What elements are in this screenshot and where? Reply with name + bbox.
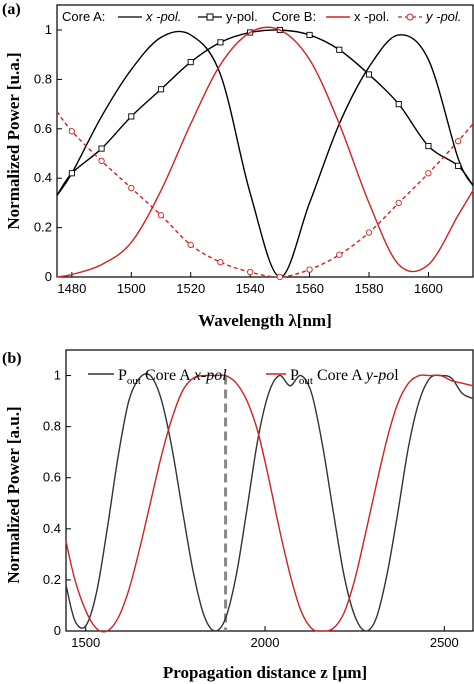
panel-a-xtick-label-6: 1600 <box>414 281 443 296</box>
panel-a-series-3-point-1 <box>68 128 76 135</box>
panel-a-series-1-point-4 <box>157 86 165 93</box>
panel-a-frame <box>56 4 474 278</box>
panel-a-ytick-label-2: 0.4 <box>34 170 52 185</box>
panel-b-ytick-label-3: 0.6 <box>43 470 61 485</box>
panel-a-xtick-label-3: 1540 <box>236 281 265 296</box>
panel-a-series-3-point-7 <box>246 268 254 276</box>
panel-b-xtick-label-0: 1500 <box>71 635 100 650</box>
panel-b-xtick-label-2: 2500 <box>430 635 459 650</box>
panel-a: (a) 1480 1500 1520 1540 1560 1580 1600 0 0.2 0.4 0… <box>2 1 474 330</box>
panel-b-ticks: 1500 2000 2500 0 0.2 0.4 0.6 0.8 1 <box>43 368 459 650</box>
panel-b-frame <box>65 349 474 632</box>
panel-a-series-3-point-13 <box>425 170 432 177</box>
panel-a-series-1-point-13 <box>425 143 432 150</box>
legend-label-b-x: x -pol. <box>354 9 389 24</box>
panel-a-series-line-0 <box>56 30 474 278</box>
panel-a-series-1-point-14 <box>455 162 462 169</box>
panel-a-xtick-label-5: 1580 <box>355 281 384 296</box>
panel-b-series-line-1 <box>65 374 474 633</box>
panel-b-xtick-label-1: 2000 <box>251 635 280 650</box>
panel-a-ticks: 1480 1500 1520 1540 1560 1580 1600 0 0.2 0.4 0.6 0.… <box>34 22 443 296</box>
panel-a-xtick-label-1: 1500 <box>117 281 146 296</box>
panel-a-series-3-point-4 <box>157 212 165 219</box>
panel-b-ytick-label-4: 0.8 <box>43 419 61 434</box>
panel-a-series-1-point-2 <box>98 145 105 152</box>
legend-label-b-core-a-x: Pout Core A x-pol <box>118 367 227 387</box>
panel-a-xlabel: Wavelength λ[nm] <box>198 311 332 330</box>
panel-b-series <box>65 373 474 633</box>
panel-a-series-3-point-2 <box>98 157 105 165</box>
panel-a-series-line-1 <box>56 29 474 196</box>
panel-b-ylabel: Normalized Power [a.u.] <box>4 406 23 583</box>
panel-a-series-3-point-9 <box>306 266 313 273</box>
panel-a-legend: Core A: x -pol. y-pol. Core B: x -pol. y… <box>62 9 461 24</box>
panel-b-label: (b) <box>2 350 22 367</box>
legend-marker-b-y <box>406 13 414 21</box>
panel-b-ytick-label-2: 0.4 <box>43 521 61 536</box>
panel-b-ytick-label-5: 1 <box>54 368 61 383</box>
panel-a-series-3-point-8 <box>276 273 284 281</box>
legend-marker-a-y <box>206 13 214 21</box>
panel-a-series-3-point-10 <box>336 251 343 258</box>
legend-label-a-y: y-pol. <box>226 9 258 24</box>
legend-label-b-y: y -pol. <box>425 9 461 24</box>
panel-a-series-3-point-5 <box>187 241 194 249</box>
panel-a-label: (a) <box>2 1 21 18</box>
panel-a-series-1-point-11 <box>365 71 373 78</box>
panel-a-ytick-label-5: 1 <box>45 22 52 37</box>
legend-group-core-b: Core B: <box>272 9 316 24</box>
panel-a-series-1-point-5 <box>187 59 194 66</box>
panel-a-xtick-label-2: 1520 <box>176 281 205 296</box>
panel-a-ytick-label-4: 0.8 <box>34 71 52 86</box>
panel-a-ytick-label-3: 0.6 <box>34 121 52 136</box>
panel-a-series <box>56 26 474 281</box>
panel-a-series-line-3 <box>56 111 474 278</box>
legend-label-a-x: x -pol. <box>145 9 181 24</box>
panel-a-ylabel: Normalized Power [u.a.] <box>4 52 23 229</box>
panel-a-ytick-label-1: 0.2 <box>34 220 52 235</box>
panel-a-xtick-label-4: 1560 <box>295 281 324 296</box>
panel-a-series-3-point-12 <box>395 199 402 207</box>
panel-a-series-1-point-12 <box>395 101 402 108</box>
panel-b-ytick-label-1: 0.2 <box>43 572 61 587</box>
panel-a-series-1-point-6 <box>217 39 224 46</box>
panel-a-series-3-point-6 <box>217 259 224 266</box>
panel-b-legend: Pout Core A x-pol Pout Core A y-pol <box>88 367 399 387</box>
panel-a-series-3-point-3 <box>128 184 135 192</box>
legend-group-core-a: Core A: <box>62 9 105 24</box>
panel-a-series-line-2 <box>56 26 474 278</box>
panel-b-series-line-0 <box>65 373 474 632</box>
panel-a-xtick-label-0: 1480 <box>57 281 86 296</box>
legend-label-b-core-a-y: Pout Core A y-pol <box>290 367 399 387</box>
panel-a-ytick-label-0: 0 <box>45 269 52 284</box>
panel-a-series-1-point-3 <box>128 113 135 120</box>
panel-a-series-1-point-1 <box>68 170 75 177</box>
panel-b: (b) 1500 2000 2500 0 0.2 0.4 0.6 0.8 1 Pout Core… <box>2 349 474 682</box>
panel-a-series-3-point-11 <box>365 229 373 236</box>
panel-a-series-1-point-10 <box>336 46 343 53</box>
panel-a-series-1-point-9 <box>306 31 313 38</box>
panel-b-ytick-label-0: 0 <box>54 623 61 638</box>
panel-b-xlabel: Propagation distance z [μm] <box>163 663 367 682</box>
panel-a-series-3-point-14 <box>454 137 462 145</box>
